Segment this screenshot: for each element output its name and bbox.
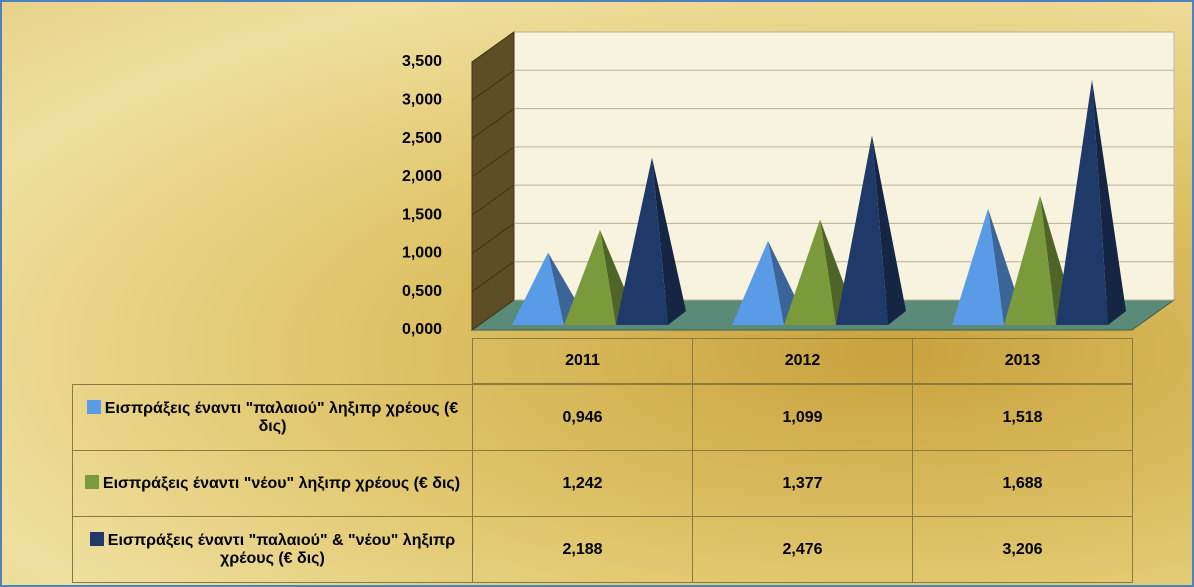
legend-label: Εισπράξεις έναντι "παλαιού" & "νέου" ληξ… bbox=[107, 531, 456, 567]
side-grid-line bbox=[471, 69, 515, 101]
side-grid-line bbox=[471, 184, 515, 216]
legend-text: Εισπράξεις έναντι "παλαιού" & "νέου" ληξ… bbox=[73, 531, 472, 568]
cell-text: 2013 bbox=[1004, 352, 1041, 369]
cell-text: 1,377 bbox=[782, 474, 823, 492]
legend-swatch bbox=[89, 531, 104, 546]
cell-text: 2,476 bbox=[782, 540, 823, 558]
side-grid-line bbox=[471, 261, 515, 293]
data-cell: 2,476 bbox=[692, 516, 913, 583]
pyramid bbox=[952, 208, 1004, 325]
data-cell: 1,099 bbox=[692, 384, 913, 451]
data-cell: 1,688 bbox=[912, 450, 1133, 517]
pyramid-side bbox=[1092, 79, 1126, 326]
side-wall bbox=[471, 31, 515, 331]
pyramid bbox=[732, 240, 784, 325]
cell-text: 3,206 bbox=[1002, 540, 1043, 558]
y-tick-label: 3,500 bbox=[402, 53, 442, 70]
data-cell: 2,188 bbox=[472, 516, 693, 583]
cell-text: 1,688 bbox=[1002, 474, 1043, 492]
pyramid bbox=[616, 157, 668, 325]
cell-text: 2012 bbox=[784, 352, 821, 369]
pyramid bbox=[1056, 79, 1108, 326]
side-grid-line bbox=[471, 299, 515, 331]
cell-text: 2,188 bbox=[562, 540, 603, 558]
cell-text: 1,099 bbox=[782, 408, 823, 426]
y-tick-label: 2,000 bbox=[402, 168, 442, 185]
pyramid bbox=[564, 229, 616, 325]
cell-text: 0,946 bbox=[562, 408, 603, 426]
side-grid-line bbox=[471, 31, 515, 63]
pyramid-side bbox=[872, 135, 906, 325]
data-cell: 0,946 bbox=[472, 384, 693, 451]
column-header: 2012 bbox=[692, 338, 913, 384]
legend-text: Εισπράξεις έναντι "παλαιού" ληξιπρ χρέου… bbox=[73, 399, 472, 436]
legend-text: Εισπράξεις έναντι "νέου" ληξιπρ χρέους (… bbox=[77, 474, 468, 493]
legend-label: Εισπράξεις έναντι "παλαιού" ληξιπρ χρέου… bbox=[104, 399, 459, 435]
legend-entry: Εισπράξεις έναντι "νέου" ληξιπρ χρέους (… bbox=[72, 450, 473, 517]
y-tick-label: 3,000 bbox=[402, 92, 442, 109]
data-cell: 3,206 bbox=[912, 516, 1133, 583]
pyramid-side bbox=[652, 157, 686, 325]
y-tick-label: 1,000 bbox=[402, 245, 442, 262]
y-tick-label: 0,500 bbox=[402, 283, 442, 300]
cell-text: 1,242 bbox=[562, 474, 603, 492]
y-tick-label: 0,000 bbox=[402, 321, 442, 338]
side-grid-line bbox=[471, 223, 515, 254]
side-grid-line bbox=[471, 108, 515, 139]
pyramid bbox=[1004, 195, 1056, 325]
column-header: 2011 bbox=[472, 338, 693, 384]
y-tick-label: 1,500 bbox=[402, 206, 442, 223]
legend-label: Εισπράξεις έναντι "νέου" ληξιπρ χρέους (… bbox=[102, 474, 461, 492]
pyramid bbox=[836, 135, 888, 325]
column-header: 2013 bbox=[912, 338, 1133, 384]
side-grid-line bbox=[471, 146, 515, 178]
y-tick-label: 2,500 bbox=[402, 130, 442, 147]
data-cell: 1,518 bbox=[912, 384, 1133, 451]
legend-entry: Εισπράξεις έναντι "παλαιού" & "νέου" ληξ… bbox=[72, 516, 473, 583]
cell-text: 1,518 bbox=[1002, 408, 1043, 426]
pyramid bbox=[512, 252, 564, 325]
data-cell: 1,242 bbox=[472, 450, 693, 517]
legend-swatch bbox=[86, 399, 101, 414]
legend-entry: Εισπράξεις έναντι "παλαιού" ληξιπρ χρέου… bbox=[72, 384, 473, 451]
cell-text: 2011 bbox=[565, 352, 600, 369]
data-cell: 1,377 bbox=[692, 450, 913, 517]
pyramid bbox=[784, 219, 836, 325]
legend-swatch bbox=[84, 474, 99, 489]
